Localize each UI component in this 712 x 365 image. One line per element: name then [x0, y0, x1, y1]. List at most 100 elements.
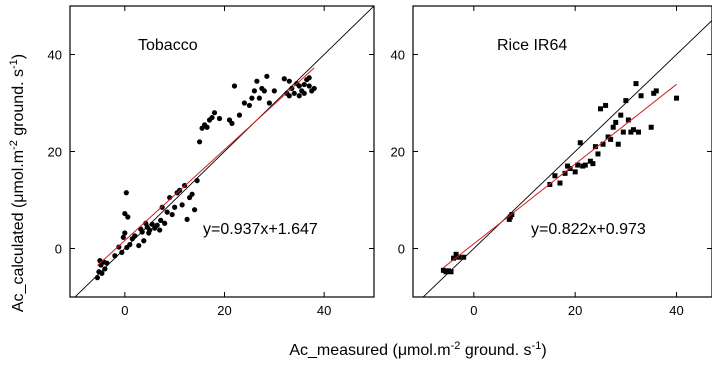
- data-point: [453, 251, 459, 257]
- data-point: [254, 78, 260, 84]
- data-point: [246, 102, 253, 109]
- data-point: [249, 95, 255, 101]
- data-point: [236, 112, 243, 118]
- data-point: [674, 95, 680, 101]
- fit-line: [443, 83, 677, 269]
- data-point: [306, 83, 312, 89]
- data-point: [600, 141, 606, 147]
- data-point: [633, 81, 639, 87]
- data-point: [296, 93, 302, 99]
- data-point: [158, 217, 164, 223]
- panel-title: Rice IR64: [497, 37, 567, 54]
- data-point: [149, 221, 155, 227]
- data-point: [291, 90, 297, 96]
- data-point: [94, 275, 101, 281]
- data-point: [608, 136, 614, 142]
- x-tick-label: 20: [217, 303, 231, 318]
- data-point: [575, 162, 581, 168]
- data-point: [251, 88, 257, 94]
- data-point: [623, 98, 629, 104]
- data-point: [281, 76, 287, 82]
- data-point: [266, 100, 272, 106]
- y-tick-label: 40: [391, 48, 405, 63]
- y-tick-label: 20: [48, 145, 62, 160]
- data-point: [211, 110, 218, 116]
- data-point: [139, 229, 145, 235]
- data-point: [256, 95, 262, 101]
- data-point: [99, 270, 105, 276]
- data-point: [169, 211, 175, 218]
- data-point: [572, 169, 578, 175]
- y-axis-label: Ac_calculated (μmol.m-2 ground. s-1): [8, 54, 27, 312]
- x-tick-label: 40: [669, 303, 683, 318]
- y-tick-label: 0: [55, 242, 62, 257]
- x-tick-label: 0: [470, 303, 477, 318]
- data-point: [443, 269, 449, 275]
- data-point: [301, 81, 307, 88]
- data-point: [630, 127, 636, 133]
- y-tick-label: 40: [48, 48, 62, 63]
- regression-equation: y=0.937x+1.647: [203, 221, 318, 238]
- data-point: [636, 129, 642, 135]
- data-point: [618, 112, 624, 118]
- data-point: [196, 139, 203, 145]
- data-point: [625, 117, 631, 123]
- data-point: [157, 227, 163, 233]
- data-point: [127, 242, 133, 248]
- data-point: [440, 267, 446, 273]
- data-point: [638, 93, 644, 99]
- data-point: [179, 202, 185, 208]
- data-point: [204, 124, 210, 130]
- data-point: [119, 249, 125, 255]
- panel-rice-ir64: 0 20 40 0 20 40 Rice IR64 y=0.822x+0.973: [391, 5, 712, 318]
- regression-equation: y=0.822x+0.973: [531, 221, 646, 238]
- data-point: [231, 83, 238, 89]
- data-point: [651, 90, 657, 96]
- data-point: [154, 222, 160, 228]
- data-point: [595, 151, 601, 157]
- data-point: [461, 254, 467, 260]
- data-point: [141, 238, 147, 244]
- data-point: [172, 204, 178, 210]
- data-point: [264, 73, 270, 79]
- data-point: [271, 88, 277, 94]
- data-point: [577, 140, 583, 146]
- data-point: [159, 204, 165, 210]
- data-point: [241, 100, 248, 106]
- data-point: [286, 93, 292, 99]
- data-point: [653, 88, 659, 94]
- data-point: [122, 230, 128, 236]
- data-point: [557, 180, 563, 186]
- data-point: [598, 106, 604, 112]
- data-point: [306, 75, 312, 81]
- data-point: [590, 161, 596, 167]
- data-point: [610, 124, 616, 130]
- data-point: [123, 190, 129, 196]
- data-point: [194, 178, 200, 184]
- data-point: [580, 163, 586, 169]
- data-point: [132, 233, 138, 239]
- data-point: [562, 170, 568, 176]
- data-point: [603, 102, 609, 108]
- data-point: [209, 114, 215, 121]
- x-axis-label: Ac_measured (μmol.m-2 ground. s-1): [289, 340, 546, 359]
- data-point: [301, 90, 307, 96]
- data-point: [620, 129, 626, 135]
- data-point: [261, 88, 267, 94]
- data-point: [448, 269, 454, 275]
- data-point: [102, 266, 108, 272]
- data-point: [97, 258, 103, 264]
- data-point: [125, 214, 131, 220]
- data-point: [311, 85, 317, 92]
- data-point: [605, 134, 611, 140]
- x-tick-label: 40: [317, 303, 331, 318]
- data-point: [615, 141, 621, 147]
- data-point: [552, 173, 558, 179]
- panel-title: Tobacco: [138, 37, 198, 54]
- data-point: [189, 191, 195, 197]
- data-point: [286, 78, 292, 84]
- data-point: [122, 210, 128, 217]
- panel-tobacco: 0 20 40 0 20 40 Tobacco y=0.937x+1.647: [48, 5, 375, 318]
- data-point: [587, 158, 593, 164]
